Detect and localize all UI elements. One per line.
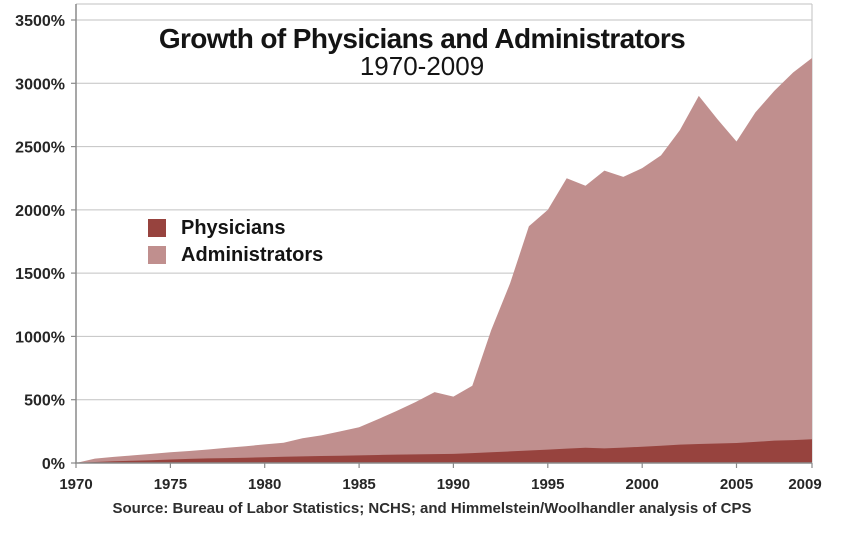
physicians-area bbox=[76, 439, 812, 463]
axis-labels: 0% 500% 1000% 1500% 2000% 2500% 3000% 3500% 1970… bbox=[15, 13, 822, 493]
administrators-area bbox=[76, 58, 812, 463]
y-tick-label: 2500% bbox=[15, 140, 65, 157]
area-series bbox=[76, 58, 812, 463]
chart-title: Growth of Physicians and Administrators bbox=[159, 23, 685, 54]
legend: Physicians Administrators bbox=[148, 217, 323, 266]
y-tick-label: 1500% bbox=[15, 266, 65, 283]
legend-swatch-administrators bbox=[148, 246, 166, 264]
legend-label-physicians: Physicians bbox=[181, 217, 286, 239]
x-tick-label: 2009 bbox=[788, 476, 821, 493]
x-tick-label: 2000 bbox=[626, 476, 659, 493]
legend-swatch-physicians bbox=[148, 219, 166, 237]
y-tick-label: 3000% bbox=[15, 76, 65, 93]
y-tick-label: 500% bbox=[24, 393, 65, 410]
x-tick-label: 2005 bbox=[720, 476, 753, 493]
y-tick-label: 0% bbox=[42, 456, 65, 473]
x-tick-label: 1970 bbox=[59, 476, 92, 493]
x-tick-label: 1975 bbox=[154, 476, 187, 493]
x-tick-label: 1985 bbox=[342, 476, 375, 493]
y-tick-label: 2000% bbox=[15, 203, 65, 220]
y-tick-label: 3500% bbox=[15, 13, 65, 30]
x-tick-label: 1990 bbox=[437, 476, 470, 493]
y-tick-label: 1000% bbox=[15, 329, 65, 346]
source-note: Source: Bureau of Labor Statistics; NCHS… bbox=[112, 500, 751, 517]
x-tick-label: 1980 bbox=[248, 476, 281, 493]
axes bbox=[71, 4, 813, 468]
legend-label-administrators: Administrators bbox=[181, 244, 323, 266]
x-tick-label: 1995 bbox=[531, 476, 564, 493]
chart-subtitle: 1970-2009 bbox=[360, 51, 484, 81]
